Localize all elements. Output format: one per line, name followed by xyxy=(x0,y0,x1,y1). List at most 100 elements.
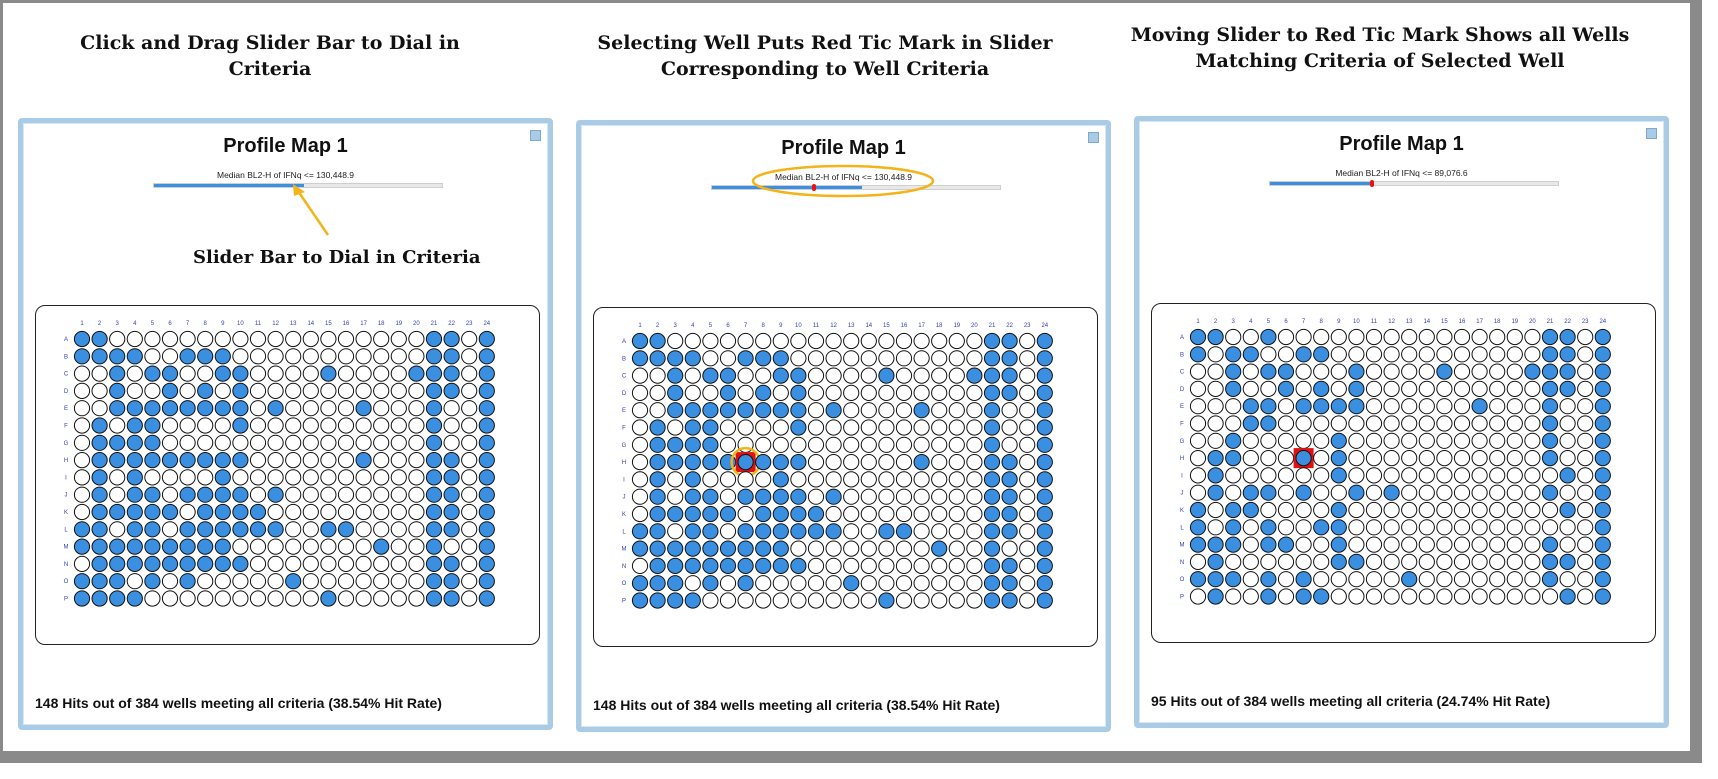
well[interactable] xyxy=(1453,519,1471,536)
well[interactable] xyxy=(1348,501,1365,519)
well[interactable] xyxy=(895,402,913,419)
well[interactable] xyxy=(478,452,495,469)
well[interactable] xyxy=(1277,398,1295,415)
well[interactable] xyxy=(1019,332,1036,350)
well[interactable] xyxy=(302,348,319,365)
well[interactable] xyxy=(285,469,302,486)
well[interactable] xyxy=(144,573,161,590)
well[interactable] xyxy=(285,365,302,382)
well[interactable] xyxy=(649,540,666,557)
well[interactable] xyxy=(73,382,91,400)
well[interactable] xyxy=(320,382,337,400)
well[interactable] xyxy=(478,555,495,572)
well[interactable] xyxy=(197,400,214,417)
well[interactable] xyxy=(684,332,701,350)
well[interactable] xyxy=(1365,363,1383,380)
well[interactable] xyxy=(285,555,302,572)
well[interactable] xyxy=(1401,346,1418,363)
well[interactable] xyxy=(825,436,842,453)
well[interactable] xyxy=(285,400,302,417)
well[interactable] xyxy=(1348,363,1365,380)
well[interactable] xyxy=(1506,571,1523,588)
well[interactable] xyxy=(337,469,355,486)
well[interactable] xyxy=(1277,536,1295,553)
well[interactable] xyxy=(1577,346,1594,363)
well[interactable] xyxy=(790,557,807,574)
well[interactable] xyxy=(214,382,231,400)
well[interactable] xyxy=(1524,484,1541,501)
well[interactable] xyxy=(214,417,231,434)
well[interactable] xyxy=(1207,432,1224,449)
well[interactable] xyxy=(913,540,930,557)
well[interactable] xyxy=(931,419,948,436)
well[interactable] xyxy=(1577,519,1594,536)
well[interactable] xyxy=(320,348,337,365)
well[interactable] xyxy=(1348,346,1365,363)
well[interactable] xyxy=(755,350,772,367)
well[interactable] xyxy=(1383,363,1400,380)
well[interactable] xyxy=(302,417,319,434)
well[interactable] xyxy=(285,348,302,365)
well[interactable] xyxy=(267,348,284,365)
well[interactable] xyxy=(373,417,390,434)
well[interactable] xyxy=(320,417,337,434)
well[interactable] xyxy=(667,384,684,402)
well[interactable] xyxy=(1295,380,1312,398)
well[interactable] xyxy=(702,332,719,350)
well[interactable] xyxy=(790,575,807,592)
well[interactable] xyxy=(667,592,684,609)
well[interactable] xyxy=(144,417,161,434)
well[interactable] xyxy=(1401,501,1418,519)
well[interactable] xyxy=(249,521,267,538)
well[interactable] xyxy=(1242,553,1259,570)
well[interactable] xyxy=(684,436,701,453)
well[interactable] xyxy=(1524,501,1541,519)
well[interactable] xyxy=(983,454,1001,471)
well[interactable] xyxy=(161,382,179,400)
well[interactable] xyxy=(443,503,460,521)
well[interactable] xyxy=(649,402,666,419)
well[interactable] xyxy=(390,434,407,451)
well[interactable] xyxy=(249,348,267,365)
well[interactable] xyxy=(1489,467,1506,484)
well[interactable] xyxy=(983,384,1001,402)
well[interactable] xyxy=(408,417,425,434)
well[interactable] xyxy=(73,348,91,365)
well[interactable] xyxy=(1295,363,1312,380)
well[interactable] xyxy=(1436,484,1453,501)
well[interactable] xyxy=(1471,380,1488,398)
well[interactable] xyxy=(1207,450,1224,467)
well[interactable] xyxy=(825,575,842,592)
well[interactable] xyxy=(443,538,460,555)
well[interactable] xyxy=(807,454,825,471)
well[interactable] xyxy=(1036,436,1053,453)
well[interactable] xyxy=(667,436,684,453)
well[interactable] xyxy=(790,402,807,419)
well[interactable] xyxy=(285,452,302,469)
well[interactable] xyxy=(355,486,372,503)
well[interactable] xyxy=(1383,346,1400,363)
well[interactable] xyxy=(1383,536,1400,553)
well[interactable] xyxy=(1401,398,1418,415)
well[interactable] xyxy=(355,555,372,572)
well[interactable] xyxy=(197,452,214,469)
well[interactable] xyxy=(1225,380,1242,398)
well[interactable] xyxy=(1471,346,1488,363)
well[interactable] xyxy=(913,488,930,505)
well[interactable] xyxy=(790,419,807,436)
well[interactable] xyxy=(843,367,860,384)
well[interactable] xyxy=(1541,363,1559,380)
well[interactable] xyxy=(1036,384,1053,402)
well[interactable] xyxy=(302,434,319,451)
well[interactable] xyxy=(1189,484,1207,501)
well[interactable] xyxy=(214,521,231,538)
well[interactable] xyxy=(966,419,983,436)
well[interactable] xyxy=(109,521,126,538)
well[interactable] xyxy=(109,434,126,451)
well[interactable] xyxy=(109,452,126,469)
well[interactable] xyxy=(702,454,719,471)
well[interactable] xyxy=(425,503,443,521)
well[interactable] xyxy=(1383,519,1400,536)
well[interactable] xyxy=(1189,328,1207,346)
well[interactable] xyxy=(1225,363,1242,380)
